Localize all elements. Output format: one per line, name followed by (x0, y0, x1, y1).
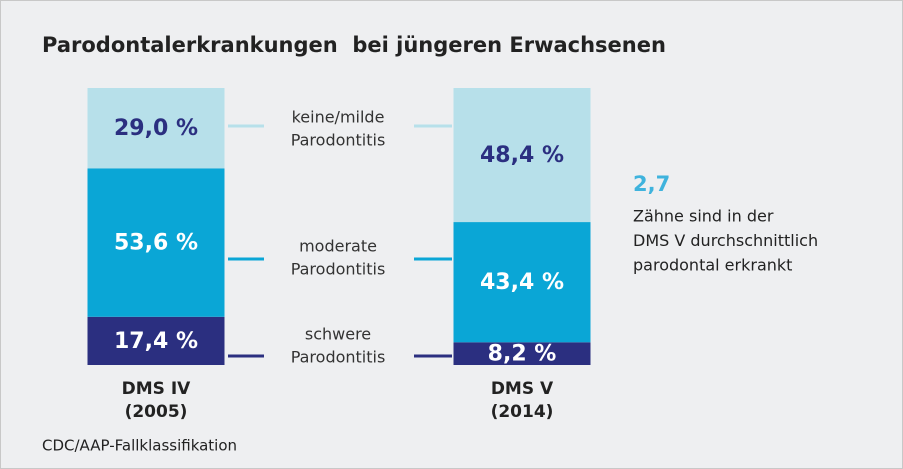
bar-segment (87, 88, 225, 169)
chart-title: Parodontalerkrankungen bei jüngeren Erwa… (42, 33, 666, 57)
annotation-line: DMS V durchschnittlich (633, 231, 818, 250)
legend-label: keine/milde Parodontitis (291, 107, 386, 149)
bar-segment (87, 168, 225, 317)
footnote: CDC/AAP-Fallklassifikation (42, 437, 237, 455)
value-label: 17,4 % (114, 329, 198, 354)
bar-segment (453, 88, 591, 223)
value-label: 48,4 % (480, 143, 564, 168)
value-label: 8,2 % (488, 342, 557, 367)
bar-segment (453, 342, 591, 365)
category-sublabel: (2014) (491, 402, 554, 422)
value-label: 53,6 % (114, 231, 198, 256)
category-label: DMS IV (122, 379, 192, 399)
category-sublabel: (2005) (125, 402, 188, 422)
annotation-line: Zähne sind in der (633, 207, 774, 226)
annotation-line: parodontal erkrankt (633, 256, 792, 275)
bar-segment (87, 316, 225, 365)
value-label: 43,4 % (480, 270, 564, 295)
category-label: DMS V (491, 379, 554, 399)
annotation-highlight: 2,7 (633, 172, 670, 196)
legend-label: schwere Parodontitis (291, 324, 386, 366)
bar-segment (453, 222, 591, 343)
value-label: 29,0 % (114, 116, 198, 141)
legend-label: moderate Parodontitis (291, 236, 386, 278)
